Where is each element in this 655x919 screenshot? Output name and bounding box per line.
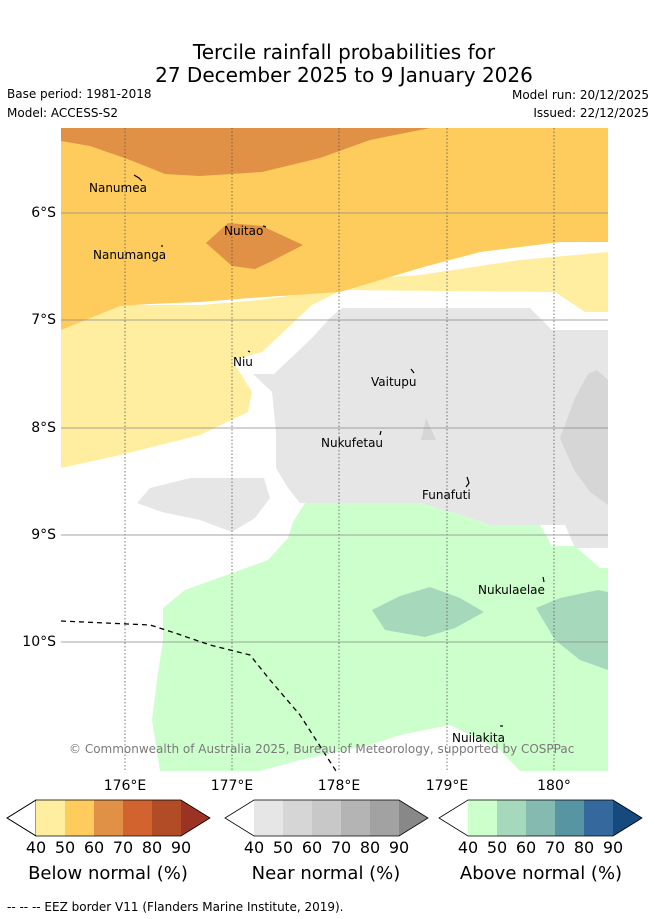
place-nukulaelae: Nukulaelae xyxy=(478,583,545,597)
near-tick-70: 70 xyxy=(330,838,352,857)
below-tick-40: 40 xyxy=(25,838,47,857)
near-tick-40: 40 xyxy=(243,838,265,857)
issued-date: Issued: 22/12/2025 xyxy=(533,106,649,120)
near-tick-50: 50 xyxy=(272,838,294,857)
near-tick-90: 90 xyxy=(388,838,410,857)
lon-label-179e: 179°E xyxy=(425,778,469,794)
below-tick-90: 90 xyxy=(170,838,192,857)
place-nanumea: Nanumea xyxy=(89,181,147,195)
place-nukufetau: Nukufetau xyxy=(321,436,384,450)
lon-label-177e: 177°E xyxy=(210,778,254,794)
below-40-50-region xyxy=(61,252,608,468)
lat-label-9s: 9°S xyxy=(31,527,56,543)
above-tick-40: 40 xyxy=(457,838,479,857)
lat-label-10s: 10°S xyxy=(22,634,56,650)
lon-label-176e: 176°E xyxy=(103,778,147,794)
above-tick-50: 50 xyxy=(486,838,508,857)
base-period: Base period: 1981-2018 xyxy=(7,87,152,101)
islands xyxy=(133,174,545,727)
above-40-50-region xyxy=(152,503,608,771)
near-normal-title: Near normal (%) xyxy=(251,863,401,884)
below-50-60-region xyxy=(61,128,608,330)
below-normal-title: Below normal (%) xyxy=(28,863,188,884)
below-tick-80: 80 xyxy=(141,838,163,857)
above-50-60-east xyxy=(536,590,608,670)
model-name: Model: ACCESS-S2 xyxy=(7,106,119,120)
near-normal-colorbar xyxy=(224,799,429,837)
near-50-60-east xyxy=(560,370,608,505)
above-tick-90: 90 xyxy=(602,838,624,857)
lon-label-178e: 178°E xyxy=(317,778,361,794)
above-normal-colorbar xyxy=(438,799,643,837)
copyright-notice: © Commonwealth of Australia 2025, Bureau… xyxy=(69,742,575,756)
below-tick-70: 70 xyxy=(112,838,134,857)
model-run-date: Model run: 20/12/2025 xyxy=(511,88,649,102)
chart-title: Tercile rainfall probabilities for 27 De… xyxy=(0,41,655,87)
place-nanumanga: Nanumanga xyxy=(93,248,167,262)
place-niu: Niu xyxy=(233,355,253,369)
below-normal-colorbar xyxy=(6,799,211,837)
place-vaitupu: Vaitupu xyxy=(371,375,417,389)
place-nuilakita: Nuilakita xyxy=(452,731,505,745)
eez-border-line xyxy=(61,620,337,771)
above-tick-80: 80 xyxy=(573,838,595,857)
below-60-70-nuitao xyxy=(206,223,303,269)
near-40-50-patch xyxy=(137,478,270,532)
place-nuitao: Nuitao xyxy=(224,224,264,238)
above-tick-60: 60 xyxy=(515,838,537,857)
above-normal-title: Above normal (%) xyxy=(459,863,623,884)
lon-label-180: 180° xyxy=(537,778,571,794)
below-60-70-region xyxy=(61,128,430,176)
eez-border-note: -- -- -- EEZ border V11 (Flanders Marine… xyxy=(7,900,344,914)
near-tick-80: 80 xyxy=(359,838,381,857)
above-50-60-west xyxy=(372,587,484,637)
lat-label-7s: 7°S xyxy=(31,312,56,328)
lat-label-8s: 8°S xyxy=(31,420,56,436)
below-tick-50: 50 xyxy=(54,838,76,857)
above-tick-70: 70 xyxy=(544,838,566,857)
title-line-1: Tercile rainfall probabilities for xyxy=(192,40,496,64)
below-tick-60: 60 xyxy=(83,838,105,857)
place-funafuti: Funafuti xyxy=(422,488,471,502)
near-50-60-spot xyxy=(421,418,436,440)
title-line-2: 27 December 2025 to 9 January 2026 xyxy=(155,63,533,87)
near-tick-60: 60 xyxy=(301,838,323,857)
graticule xyxy=(124,128,555,771)
lat-label-6s: 6°S xyxy=(31,205,56,221)
